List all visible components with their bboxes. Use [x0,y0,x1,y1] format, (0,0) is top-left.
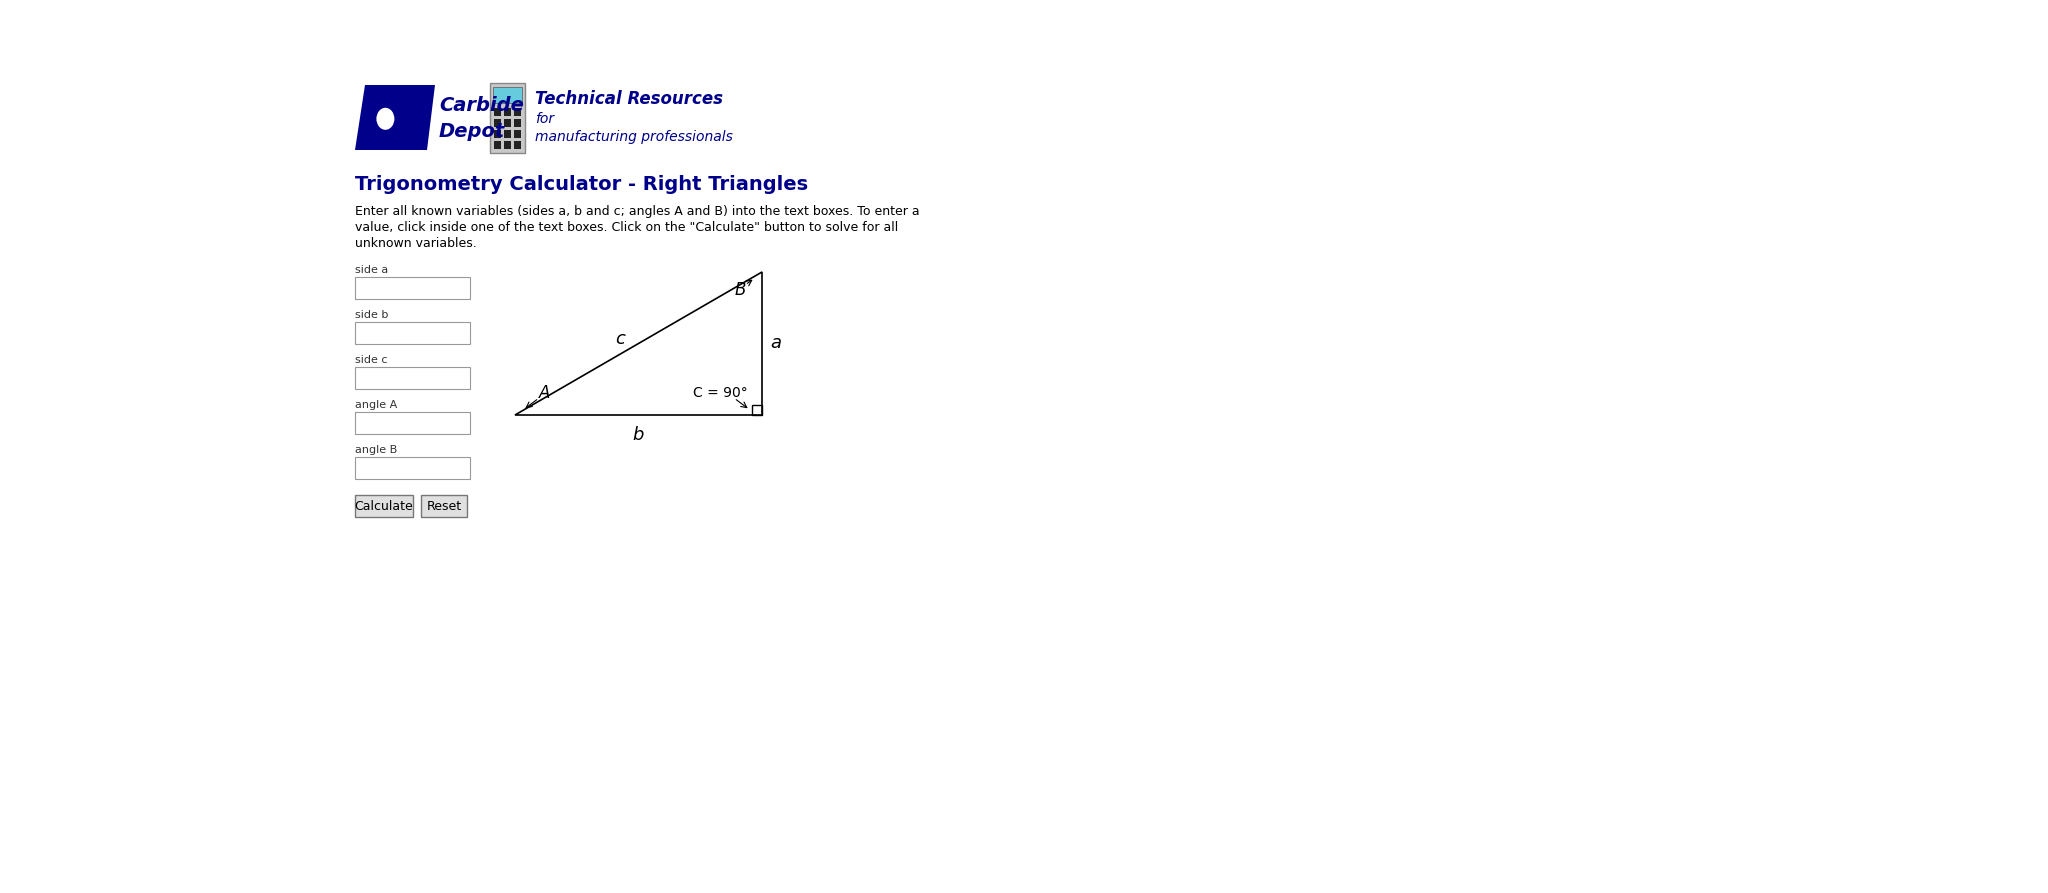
Text: C = 90°: C = 90° [692,386,748,400]
Text: Trigonometry Calculator - Right Triangles: Trigonometry Calculator - Right Triangle… [354,175,809,194]
Text: b: b [633,426,645,444]
FancyBboxPatch shape [354,322,469,344]
FancyBboxPatch shape [489,83,524,153]
Polygon shape [354,85,434,150]
Text: side c: side c [354,355,387,365]
FancyBboxPatch shape [354,412,469,434]
FancyBboxPatch shape [494,141,502,149]
FancyBboxPatch shape [504,141,512,149]
Ellipse shape [377,108,395,129]
Text: for: for [535,112,555,126]
Text: B: B [735,281,745,299]
Text: A: A [539,384,551,402]
FancyBboxPatch shape [494,119,502,127]
Text: angle A: angle A [354,400,397,410]
Text: Technical Resources: Technical Resources [535,90,723,108]
FancyBboxPatch shape [354,457,469,479]
FancyBboxPatch shape [494,87,522,103]
Bar [752,405,762,415]
FancyBboxPatch shape [422,495,467,517]
FancyBboxPatch shape [514,141,520,149]
Text: side a: side a [354,265,389,275]
Text: side b: side b [354,310,389,320]
Text: Carbide: Carbide [438,96,524,115]
Text: manufacturing professionals: manufacturing professionals [535,130,733,144]
Text: Reset: Reset [426,499,461,513]
Text: value, click inside one of the text boxes. Click on the "Calculate" button to so: value, click inside one of the text boxe… [354,221,899,234]
FancyBboxPatch shape [504,130,512,138]
FancyBboxPatch shape [354,495,414,517]
FancyBboxPatch shape [514,108,520,116]
FancyBboxPatch shape [504,119,512,127]
Text: c: c [616,330,625,347]
FancyBboxPatch shape [354,367,469,389]
Text: unknown variables.: unknown variables. [354,237,477,250]
FancyBboxPatch shape [504,108,512,116]
FancyBboxPatch shape [514,119,520,127]
FancyBboxPatch shape [514,130,520,138]
Text: Depot: Depot [438,122,506,141]
Text: Enter all known variables (sides a, b and c; angles A and B) into the text boxes: Enter all known variables (sides a, b an… [354,205,920,218]
FancyBboxPatch shape [494,130,502,138]
Text: a: a [770,335,782,353]
Text: angle B: angle B [354,445,397,455]
FancyBboxPatch shape [354,277,469,299]
Text: Calculate: Calculate [354,499,414,513]
FancyBboxPatch shape [494,108,502,116]
